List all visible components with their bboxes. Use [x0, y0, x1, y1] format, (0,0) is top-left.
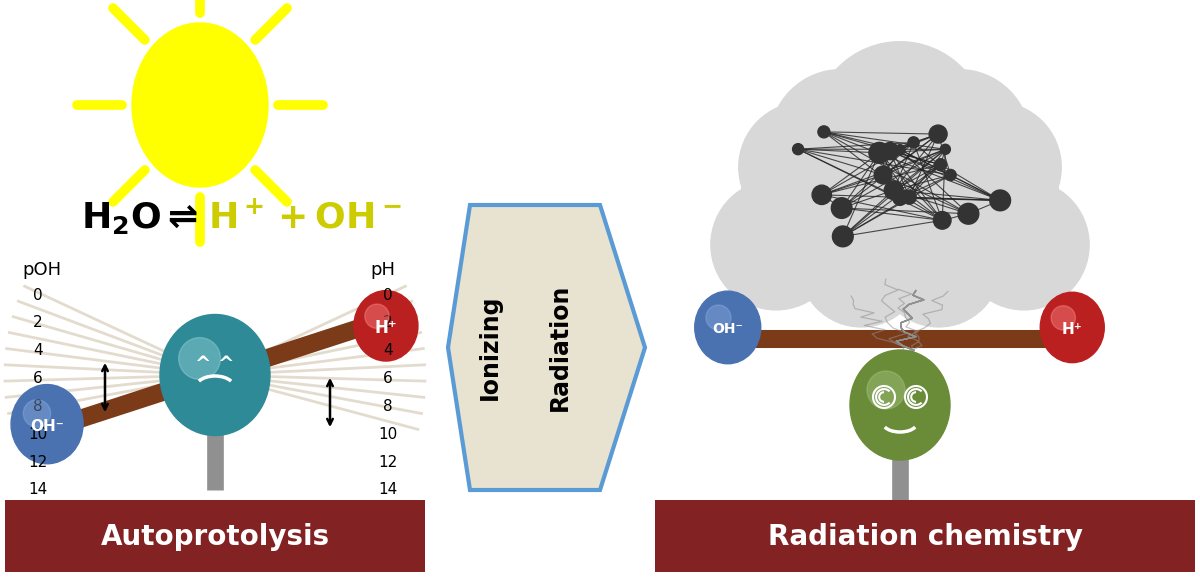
Ellipse shape [23, 400, 50, 427]
Circle shape [893, 191, 907, 205]
Circle shape [792, 144, 804, 155]
Text: OH⁻: OH⁻ [30, 419, 64, 434]
Ellipse shape [11, 385, 83, 464]
Ellipse shape [850, 350, 950, 460]
Circle shape [929, 125, 947, 143]
FancyBboxPatch shape [655, 500, 1195, 572]
Ellipse shape [354, 291, 418, 361]
Circle shape [902, 190, 917, 204]
Circle shape [884, 181, 904, 200]
Text: H⁺: H⁺ [374, 319, 397, 337]
Polygon shape [448, 205, 646, 490]
Text: H⁺: H⁺ [1062, 322, 1082, 337]
Text: 14: 14 [29, 483, 48, 498]
Ellipse shape [365, 304, 389, 328]
Circle shape [895, 144, 905, 155]
Text: 0: 0 [34, 288, 43, 303]
Text: Radiation chemistry: Radiation chemistry [768, 523, 1082, 551]
Ellipse shape [888, 70, 1030, 212]
Ellipse shape [877, 203, 1001, 327]
Ellipse shape [742, 110, 904, 271]
Circle shape [946, 169, 956, 180]
Ellipse shape [710, 180, 841, 310]
Circle shape [908, 137, 919, 148]
Circle shape [990, 190, 1010, 211]
Circle shape [881, 143, 899, 160]
Circle shape [934, 212, 952, 229]
Circle shape [812, 185, 832, 205]
Ellipse shape [706, 305, 731, 330]
Circle shape [833, 226, 853, 246]
FancyBboxPatch shape [5, 500, 425, 572]
Ellipse shape [770, 70, 912, 212]
Text: 4: 4 [383, 343, 392, 358]
Ellipse shape [132, 23, 268, 187]
Circle shape [935, 159, 947, 171]
Ellipse shape [1040, 292, 1104, 362]
Ellipse shape [179, 338, 221, 379]
Text: 8: 8 [34, 399, 43, 414]
Text: 6: 6 [34, 371, 43, 386]
Circle shape [941, 144, 950, 154]
Text: OH⁻: OH⁻ [713, 322, 743, 336]
Ellipse shape [160, 314, 270, 436]
Text: pH: pH [370, 261, 395, 279]
Text: 2: 2 [34, 316, 43, 331]
Ellipse shape [866, 371, 905, 409]
Text: $\mathbf{H_2O \rightleftharpoons}$: $\mathbf{H_2O \rightleftharpoons}$ [82, 200, 199, 236]
Text: 2: 2 [383, 316, 392, 331]
Text: 8: 8 [383, 399, 392, 414]
Text: 6: 6 [383, 371, 392, 386]
Text: pOH: pOH [22, 261, 61, 279]
Text: $\mathbf{H^+ + OH^-}$: $\mathbf{H^+ + OH^-}$ [208, 201, 402, 235]
Ellipse shape [695, 291, 761, 364]
Text: 4: 4 [34, 343, 43, 358]
Ellipse shape [959, 180, 1090, 310]
Ellipse shape [799, 203, 923, 327]
Text: ^ ^: ^ ^ [196, 356, 235, 375]
Text: 10: 10 [378, 427, 397, 442]
Text: 12: 12 [378, 455, 397, 470]
Text: 10: 10 [29, 427, 48, 442]
Circle shape [818, 126, 830, 138]
Ellipse shape [931, 102, 1061, 233]
Text: Ionizing: Ionizing [478, 294, 502, 400]
Text: 14: 14 [378, 483, 397, 498]
Text: Autoprotolysis: Autoprotolysis [101, 523, 330, 551]
Ellipse shape [1051, 306, 1075, 330]
Circle shape [869, 143, 889, 163]
Ellipse shape [814, 42, 986, 215]
Text: 12: 12 [29, 455, 48, 470]
Circle shape [874, 166, 892, 184]
Text: Radiation: Radiation [548, 283, 572, 411]
Ellipse shape [739, 102, 869, 233]
Ellipse shape [792, 67, 1008, 284]
Ellipse shape [896, 110, 1058, 271]
Circle shape [958, 204, 979, 224]
Circle shape [832, 198, 852, 219]
Text: 0: 0 [383, 288, 392, 303]
